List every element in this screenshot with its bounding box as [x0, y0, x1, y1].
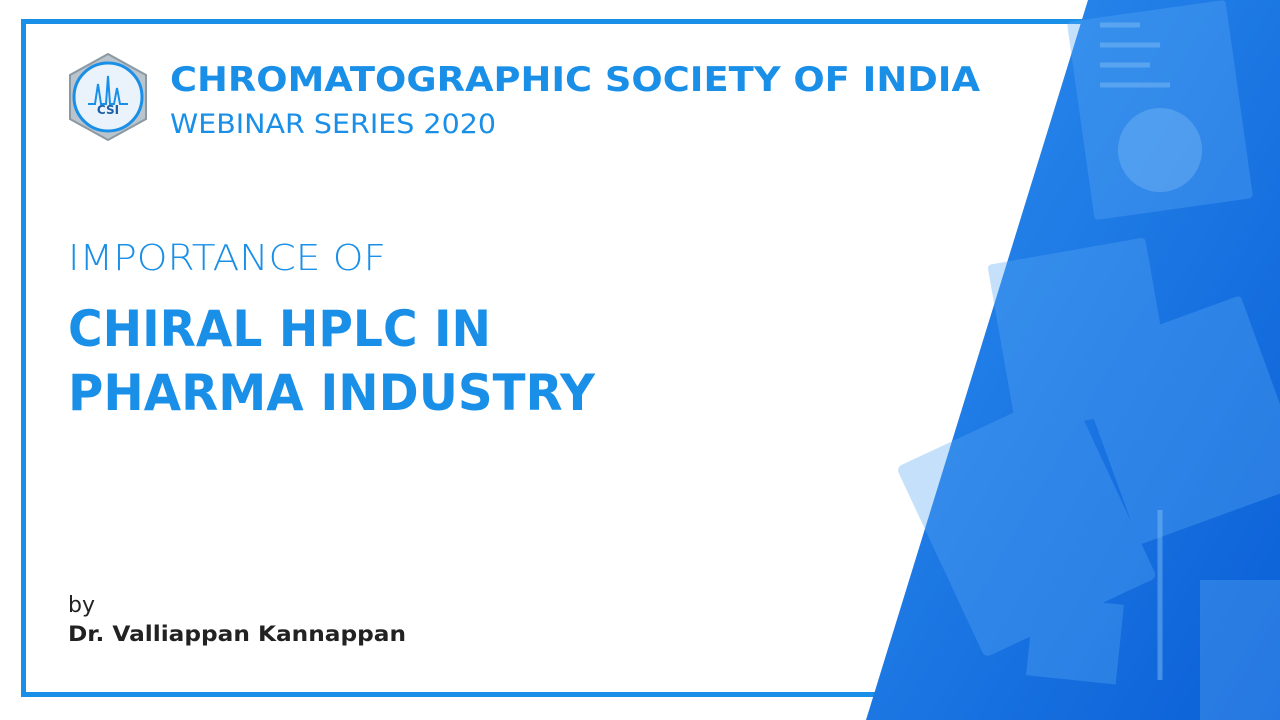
decor-panel — [866, 0, 1280, 720]
title-kicker: IMPORTANCE OF — [68, 238, 386, 279]
organization: CHROMATOGRAPHIC SOCIETY OF INDIA — [170, 60, 981, 100]
title-line: PHARMA INDUSTRY — [68, 364, 596, 422]
presenter: Dr. Valliappan Kannappan — [68, 622, 406, 646]
by-label: by — [68, 593, 95, 618]
logo-text: CSI — [97, 103, 119, 117]
series: WEBINAR SERIES 2020 — [170, 109, 496, 140]
title-line: CHIRAL HPLC IN — [68, 300, 491, 358]
logo: CSI — [69, 52, 147, 142]
